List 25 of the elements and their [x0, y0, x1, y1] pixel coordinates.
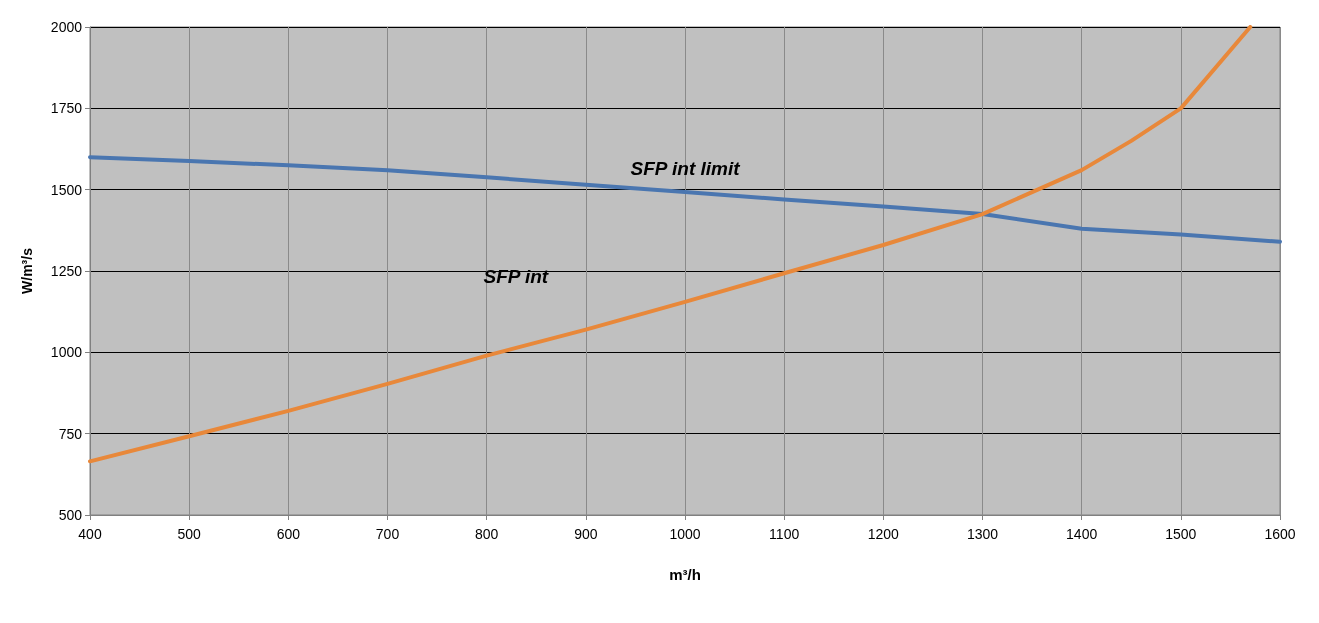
y-tick-label: 1500	[50, 181, 83, 198]
x-tick-label: 900	[574, 526, 598, 542]
x-tick-label: 800	[474, 526, 499, 542]
x-axis-title: m³/h	[669, 566, 701, 583]
y-axis-title: W/m³/s	[19, 247, 35, 294]
y-tick-label: 500	[58, 507, 83, 523]
y-tick-label: 2000	[50, 19, 83, 35]
y-tick-label: 1000	[50, 344, 83, 361]
x-tick-label: 700	[375, 526, 400, 542]
x-tick-label: 1400	[1066, 526, 1098, 542]
x-tick-label: 1200	[867, 526, 900, 542]
x-tick-label: 1100	[769, 526, 800, 542]
x-tick-label: 1000	[669, 526, 701, 542]
x-tick-label: 600	[276, 526, 301, 542]
y-tick-label: 1250	[50, 263, 83, 279]
x-tick-label: 1300	[966, 526, 999, 542]
x-tick-label: 1500	[1165, 526, 1197, 542]
line-series	[88, 155, 1282, 244]
y-tick-label: 1750	[50, 100, 83, 117]
x-tick-label: 500	[177, 526, 202, 542]
line-series	[88, 25, 1253, 464]
x-tick-label: 400	[78, 526, 102, 542]
y-tick-label: 750	[58, 425, 83, 442]
x-tick-label: 1600	[1264, 526, 1296, 542]
series-label: SFP int limit	[630, 157, 741, 179]
